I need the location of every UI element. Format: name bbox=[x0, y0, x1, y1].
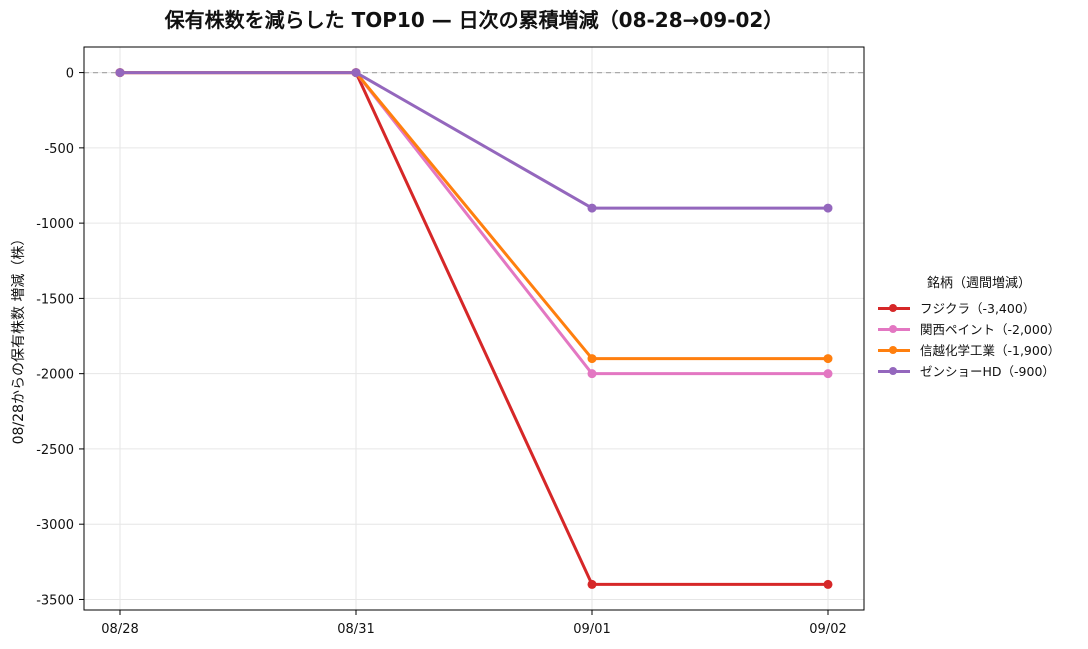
y-tick-label: -500 bbox=[44, 142, 74, 157]
legend-label: フジクラ（-3,400） bbox=[920, 301, 1036, 316]
data-point bbox=[587, 369, 597, 379]
axes-frame bbox=[83, 46, 865, 611]
legend-item: フジクラ（-3,400） bbox=[876, 297, 1082, 318]
legend-label: 信越化学工業（-1,900） bbox=[920, 343, 1061, 358]
data-point bbox=[823, 369, 833, 379]
y-tick-label: -1000 bbox=[36, 217, 74, 232]
legend-items: フジクラ（-3,400） 関西ペイント（-2,000） 信越化学工業（-1,900）… bbox=[876, 297, 1082, 381]
data-point bbox=[823, 354, 833, 364]
x-tick-label: 08/28 bbox=[101, 622, 138, 637]
chart-title: 保有株数を減らした TOP10 — 日次の累積増減（08-28→09-02） bbox=[164, 8, 784, 32]
series-line bbox=[120, 71, 828, 586]
y-tick-label: -3500 bbox=[36, 593, 74, 608]
y-tick-label: -2500 bbox=[36, 443, 74, 458]
y-tick-label: -1500 bbox=[36, 292, 74, 307]
legend-item: ゼンショーHD（-900） bbox=[876, 360, 1082, 381]
series-line bbox=[120, 71, 828, 210]
data-point bbox=[587, 579, 597, 589]
data-point bbox=[351, 68, 361, 78]
legend-item: 信越化学工業（-1,900） bbox=[876, 339, 1082, 360]
legend-swatch bbox=[876, 302, 912, 314]
legend-swatch bbox=[876, 323, 912, 335]
data-point bbox=[823, 579, 833, 589]
x-tick-label: 08/31 bbox=[337, 622, 374, 637]
legend-title: 銘柄（週間増減） bbox=[926, 276, 1031, 291]
data-point bbox=[587, 354, 597, 364]
x-tick-label: 09/02 bbox=[809, 622, 846, 637]
y-tick-label: 0 bbox=[66, 67, 74, 82]
legend-swatch bbox=[876, 344, 912, 356]
data-point bbox=[587, 203, 597, 213]
legend-label: 関西ペイント（-2,000） bbox=[920, 322, 1061, 337]
y-tick-label: -3000 bbox=[36, 518, 74, 533]
x-tick-label: 09/01 bbox=[573, 622, 610, 637]
data-point bbox=[115, 68, 125, 78]
legend-label: ゼンショーHD（-900） bbox=[920, 364, 1055, 379]
series-line bbox=[120, 71, 828, 361]
y-tick-label: -2000 bbox=[36, 368, 74, 383]
legend-item: 関西ペイント（-2,000） bbox=[876, 318, 1082, 339]
legend-swatch bbox=[876, 365, 912, 377]
legend: 銘柄（週間増減） フジクラ（-3,400） 関西ペイント（-2,000） 信越化学工… bbox=[876, 272, 1082, 381]
data-point bbox=[823, 203, 833, 213]
